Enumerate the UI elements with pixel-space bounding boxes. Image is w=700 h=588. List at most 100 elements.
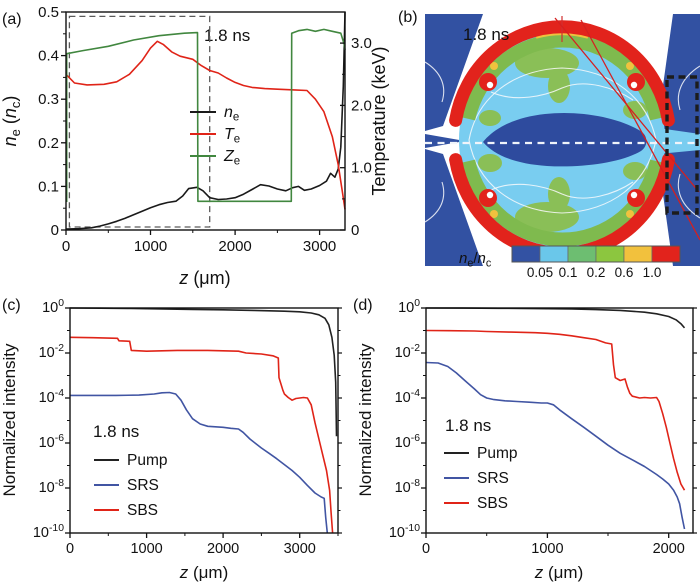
capsule-core	[483, 112, 647, 167]
leh-hook	[479, 73, 497, 91]
y-tick-label: 0	[51, 222, 59, 239]
leh-hook-hole	[630, 81, 638, 89]
axes-ticks: 0 1000 2000 3000 100 10-2 10-4 10-6 10-8 10-10	[33, 298, 342, 557]
series-srs	[70, 391, 329, 534]
series-te	[65, 40, 346, 210]
legend-label-ze: Ze	[223, 148, 240, 168]
colorbar-title: ne/nc	[459, 250, 492, 269]
legend-label-sbs: SBS	[477, 495, 508, 512]
axes-ticks: 0 1000 2000 100 10-2 10-4 10-6 10-8 10-10	[389, 298, 697, 557]
colorbar-tick-label: 0.2	[587, 265, 606, 280]
shell-yellow-spot	[490, 62, 498, 70]
x-tick-label: 2000	[653, 541, 685, 557]
y-tick-label: 0.1	[38, 178, 59, 195]
ablated-plasma-patch	[548, 177, 570, 211]
x-tick-label: 1000	[130, 541, 162, 557]
legend-label-srs: SRS	[127, 477, 159, 494]
roi-dashed-box	[665, 75, 699, 215]
panel-b-density-map: (b) 1.8 ns 0.05 0.1 0.2 0.6 1.0 ne/nc	[398, 9, 700, 280]
series-sbs	[425, 329, 686, 491]
series-group	[69, 307, 338, 534]
series-group	[65, 11, 346, 230]
panel-tag: (b)	[398, 9, 418, 26]
contour-line	[490, 181, 634, 199]
series-pump	[425, 307, 686, 329]
contour-line	[424, 61, 445, 103]
colorbar-segment	[651, 245, 681, 263]
leh-hook	[479, 189, 497, 207]
ablated-plasma-patch	[478, 154, 502, 172]
contour-line	[424, 181, 445, 223]
x-tick-label: 0	[66, 541, 74, 557]
y-axis-title: Normalized intensity	[0, 343, 19, 497]
series-srs	[425, 361, 686, 530]
y-tick-label: 0.2	[38, 135, 59, 152]
x-axis-title: z (μm)	[534, 563, 584, 582]
y-tick-label: 100	[42, 298, 64, 316]
colorbar: 0.05 0.1 0.2 0.6 1.0 ne/nc	[459, 245, 681, 280]
colorbar-segment	[623, 245, 653, 263]
colorbar-segment	[511, 245, 541, 263]
wedge-waist-left	[425, 134, 465, 148]
y2-tick-label: 0	[351, 222, 359, 239]
series-sbs	[69, 336, 334, 534]
y-tick-label: 10-2	[395, 343, 421, 361]
series-ze	[65, 28, 346, 203]
region-dashed-box	[68, 15, 211, 228]
colorbar-frame	[511, 245, 681, 263]
legend-label-pump: Pump	[127, 452, 168, 469]
y2-tick-label: 1.0	[351, 160, 372, 177]
series-pump	[69, 307, 338, 437]
colorbar-tick-label: 0.1	[559, 265, 578, 280]
x-tick-label: 1000	[134, 238, 167, 255]
y-tick-label: 10-10	[389, 523, 420, 541]
panel-a-chart: (a) 1.8 ns 0 1000 2000 3000 0 0.1 0.2 0.3 0.4 0.5…	[0, 4, 389, 288]
y-tick-label: 10-4	[395, 388, 421, 406]
x-tick-label: 3000	[284, 541, 316, 557]
right-fin	[658, 128, 700, 154]
time-label: 1.8 ns	[445, 416, 491, 435]
y-tick-label: 0.5	[38, 4, 59, 21]
y-axis-title: ne (nc)	[0, 96, 23, 147]
plot-frame	[69, 307, 339, 534]
axes-ticks: 0 1000 2000 3000 0 0.1 0.2 0.3 0.4 0.5 0 1.0 2.0 3.0	[38, 4, 372, 255]
laser-wedge-top-left	[425, 14, 483, 131]
x-axis-title: z (μm)	[179, 563, 229, 582]
y2-tick-label: 2.0	[351, 97, 372, 114]
leh-hook-hole	[630, 191, 638, 199]
time-label: 1.8 ns	[204, 26, 250, 45]
leh-hook	[627, 73, 645, 91]
leh-hook-hole	[486, 191, 494, 199]
panel-c-chart: (c) 1.8 ns 0 1000 2000 3000 100 10-2 10-4 10-6 1…	[0, 297, 342, 582]
series-ne	[65, 11, 346, 230]
leh-hook-hole	[486, 81, 494, 89]
shell-yellow-spot	[626, 210, 634, 218]
y-tick-label: 100	[398, 298, 420, 316]
colorbar-tick-label: 0.05	[527, 265, 553, 280]
colorbar-tick-label: 1.0	[643, 265, 662, 280]
legend-label-te: Te	[224, 126, 240, 146]
y-tick-label: 0.4	[38, 48, 59, 65]
y-tick-label: 10-6	[395, 433, 421, 451]
colorbar-segment	[595, 245, 625, 263]
contour-line	[677, 173, 700, 219]
shell-yellow-spot	[626, 62, 634, 70]
ablated-plasma-patch	[548, 69, 570, 103]
colorbar-tick-label: 0.6	[615, 265, 634, 280]
x-axis-title: z (μm)	[178, 268, 230, 288]
panel-tag: (c)	[2, 297, 21, 314]
legend-label-ne: ne	[224, 104, 239, 124]
laser-wedge-bottom-right	[661, 175, 700, 266]
panel-d-chart: (d) 1.8 ns 0 1000 2000 100 10-2 10-4 10-6 10-8 1…	[353, 297, 697, 582]
x-tick-label: 0	[62, 238, 70, 255]
colorbar-segment	[567, 245, 597, 263]
y-tick-label: 10-6	[39, 433, 65, 451]
ablated-plasma-patch	[479, 110, 501, 126]
legend: Pump SRS SBS	[444, 445, 518, 512]
time-label: 1.8 ns	[463, 25, 509, 44]
legend: Pump SRS SBS	[94, 452, 168, 519]
y-tick-label: 10-10	[33, 523, 64, 541]
y-tick-label: 10-8	[395, 478, 421, 496]
